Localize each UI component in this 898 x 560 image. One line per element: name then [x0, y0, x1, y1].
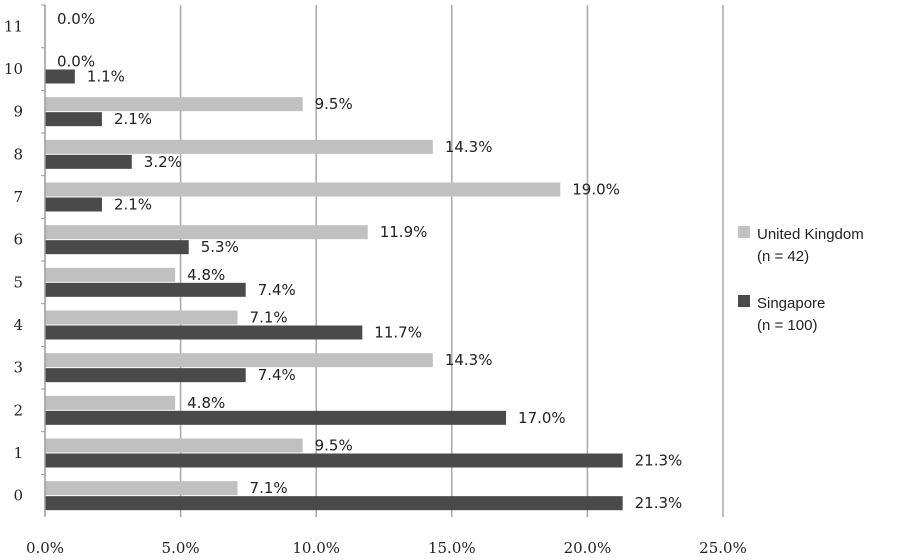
bar-united-kingdom-1: [45, 438, 303, 453]
bar-singapore-2: [45, 410, 507, 425]
y-tick-label: 3: [13, 359, 23, 377]
y-tick-label: 4: [13, 316, 23, 334]
bar-singapore-6: [45, 240, 189, 255]
bar-singapore-5: [45, 282, 246, 297]
data-label-singapore-5: 7.4%: [258, 281, 296, 299]
x-tick-label: 10.0%: [292, 539, 340, 557]
legend-label-singapore: Singapore: [757, 295, 825, 312]
bar-singapore-1: [45, 453, 623, 468]
bar-singapore-8: [45, 154, 132, 169]
y-tick-label: 0: [13, 487, 23, 505]
bar-singapore-0: [45, 496, 623, 511]
legend: United Kingdom (n = 42) Singapore (n = 1…: [738, 226, 864, 334]
y-tick-label: 11: [4, 17, 23, 35]
data-label-singapore-10: 1.1%: [87, 68, 125, 86]
bar-singapore-9: [45, 112, 102, 127]
bar-united-kingdom-8: [45, 139, 433, 154]
data-label-singapore-0: 21.3%: [635, 494, 683, 512]
y-tick-label: 6: [13, 231, 23, 249]
data-label-singapore-8: 3.2%: [144, 153, 182, 171]
data-label-singapore-3: 7.4%: [258, 366, 296, 384]
data-label-united-kingdom-3: 14.3%: [445, 351, 493, 369]
bar-united-kingdom-4: [45, 310, 238, 325]
x-tick-label: 5.0%: [162, 539, 200, 557]
x-tick-label: 25.0%: [699, 539, 747, 557]
x-tick-label: 15.0%: [428, 539, 476, 557]
y-tick-label: 1: [13, 444, 23, 462]
bar-singapore-7: [45, 197, 102, 212]
x-axis-ticks: 0.0% 5.0% 10.0% 15.0% 20.0% 25.0%: [26, 539, 747, 557]
bar-singapore-3: [45, 368, 246, 383]
x-tick-label: 0.0%: [26, 539, 64, 557]
data-labels: 7.1% 9.5% 4.8% 14.3% 7.1% 4.8% 11.9% 19.0% 14.3%…: [57, 10, 682, 512]
data-label-united-kingdom-4: 7.1%: [250, 309, 288, 327]
bar-united-kingdom-9: [45, 97, 303, 112]
data-label-united-kingdom-6: 11.9%: [380, 223, 428, 241]
legend-swatch-united-kingdom: [738, 226, 750, 238]
y-tick-label: 8: [13, 145, 23, 163]
gridlines: [179, 5, 724, 517]
data-label-singapore-4: 11.7%: [374, 324, 422, 342]
data-label-united-kingdom-5: 4.8%: [187, 266, 225, 284]
legend-note-united-kingdom: (n = 42): [757, 248, 809, 265]
data-label-united-kingdom-11: 0.0%: [57, 10, 95, 28]
data-label-united-kingdom-8: 14.3%: [445, 138, 493, 156]
data-label-united-kingdom-9: 9.5%: [315, 95, 353, 113]
bar-singapore-10: [45, 69, 75, 84]
y-tick-label: 9: [13, 103, 23, 121]
bar-united-kingdom-7: [45, 182, 561, 197]
bar-united-kingdom-3: [45, 353, 433, 368]
y-tick-label: 7: [13, 188, 23, 206]
data-label-singapore-1: 21.3%: [635, 452, 683, 470]
data-label-singapore-7: 2.1%: [114, 196, 152, 214]
y-tick-label: 5: [13, 273, 23, 291]
bar-united-kingdom-2: [45, 395, 176, 410]
data-label-united-kingdom-2: 4.8%: [187, 394, 225, 412]
bar-united-kingdom-0: [45, 481, 238, 496]
legend-note-singapore: (n = 100): [757, 317, 817, 334]
bar-united-kingdom-6: [45, 225, 368, 240]
data-label-singapore-9: 2.1%: [114, 110, 152, 128]
data-label-united-kingdom-7: 19.0%: [572, 181, 620, 199]
bar-singapore-4: [45, 325, 363, 340]
data-label-singapore-2: 17.0%: [518, 409, 566, 427]
data-label-united-kingdom-0: 7.1%: [250, 479, 288, 497]
legend-swatch-singapore: [738, 295, 750, 307]
data-label-united-kingdom-1: 9.5%: [315, 437, 353, 455]
data-label-united-kingdom-10: 0.0%: [57, 53, 95, 71]
y-tick-label: 10: [4, 60, 23, 78]
y-tick-label: 2: [13, 401, 23, 419]
y-axis-ticks: 0 1 2 3 4 5 6 7 8 9 10 11: [4, 4, 45, 505]
x-tick-label: 20.0%: [564, 539, 612, 557]
bar-united-kingdom-5: [45, 267, 176, 282]
data-label-singapore-6: 5.3%: [201, 238, 239, 256]
bars: [45, 69, 623, 511]
legend-label-united-kingdom: United Kingdom: [757, 226, 864, 243]
